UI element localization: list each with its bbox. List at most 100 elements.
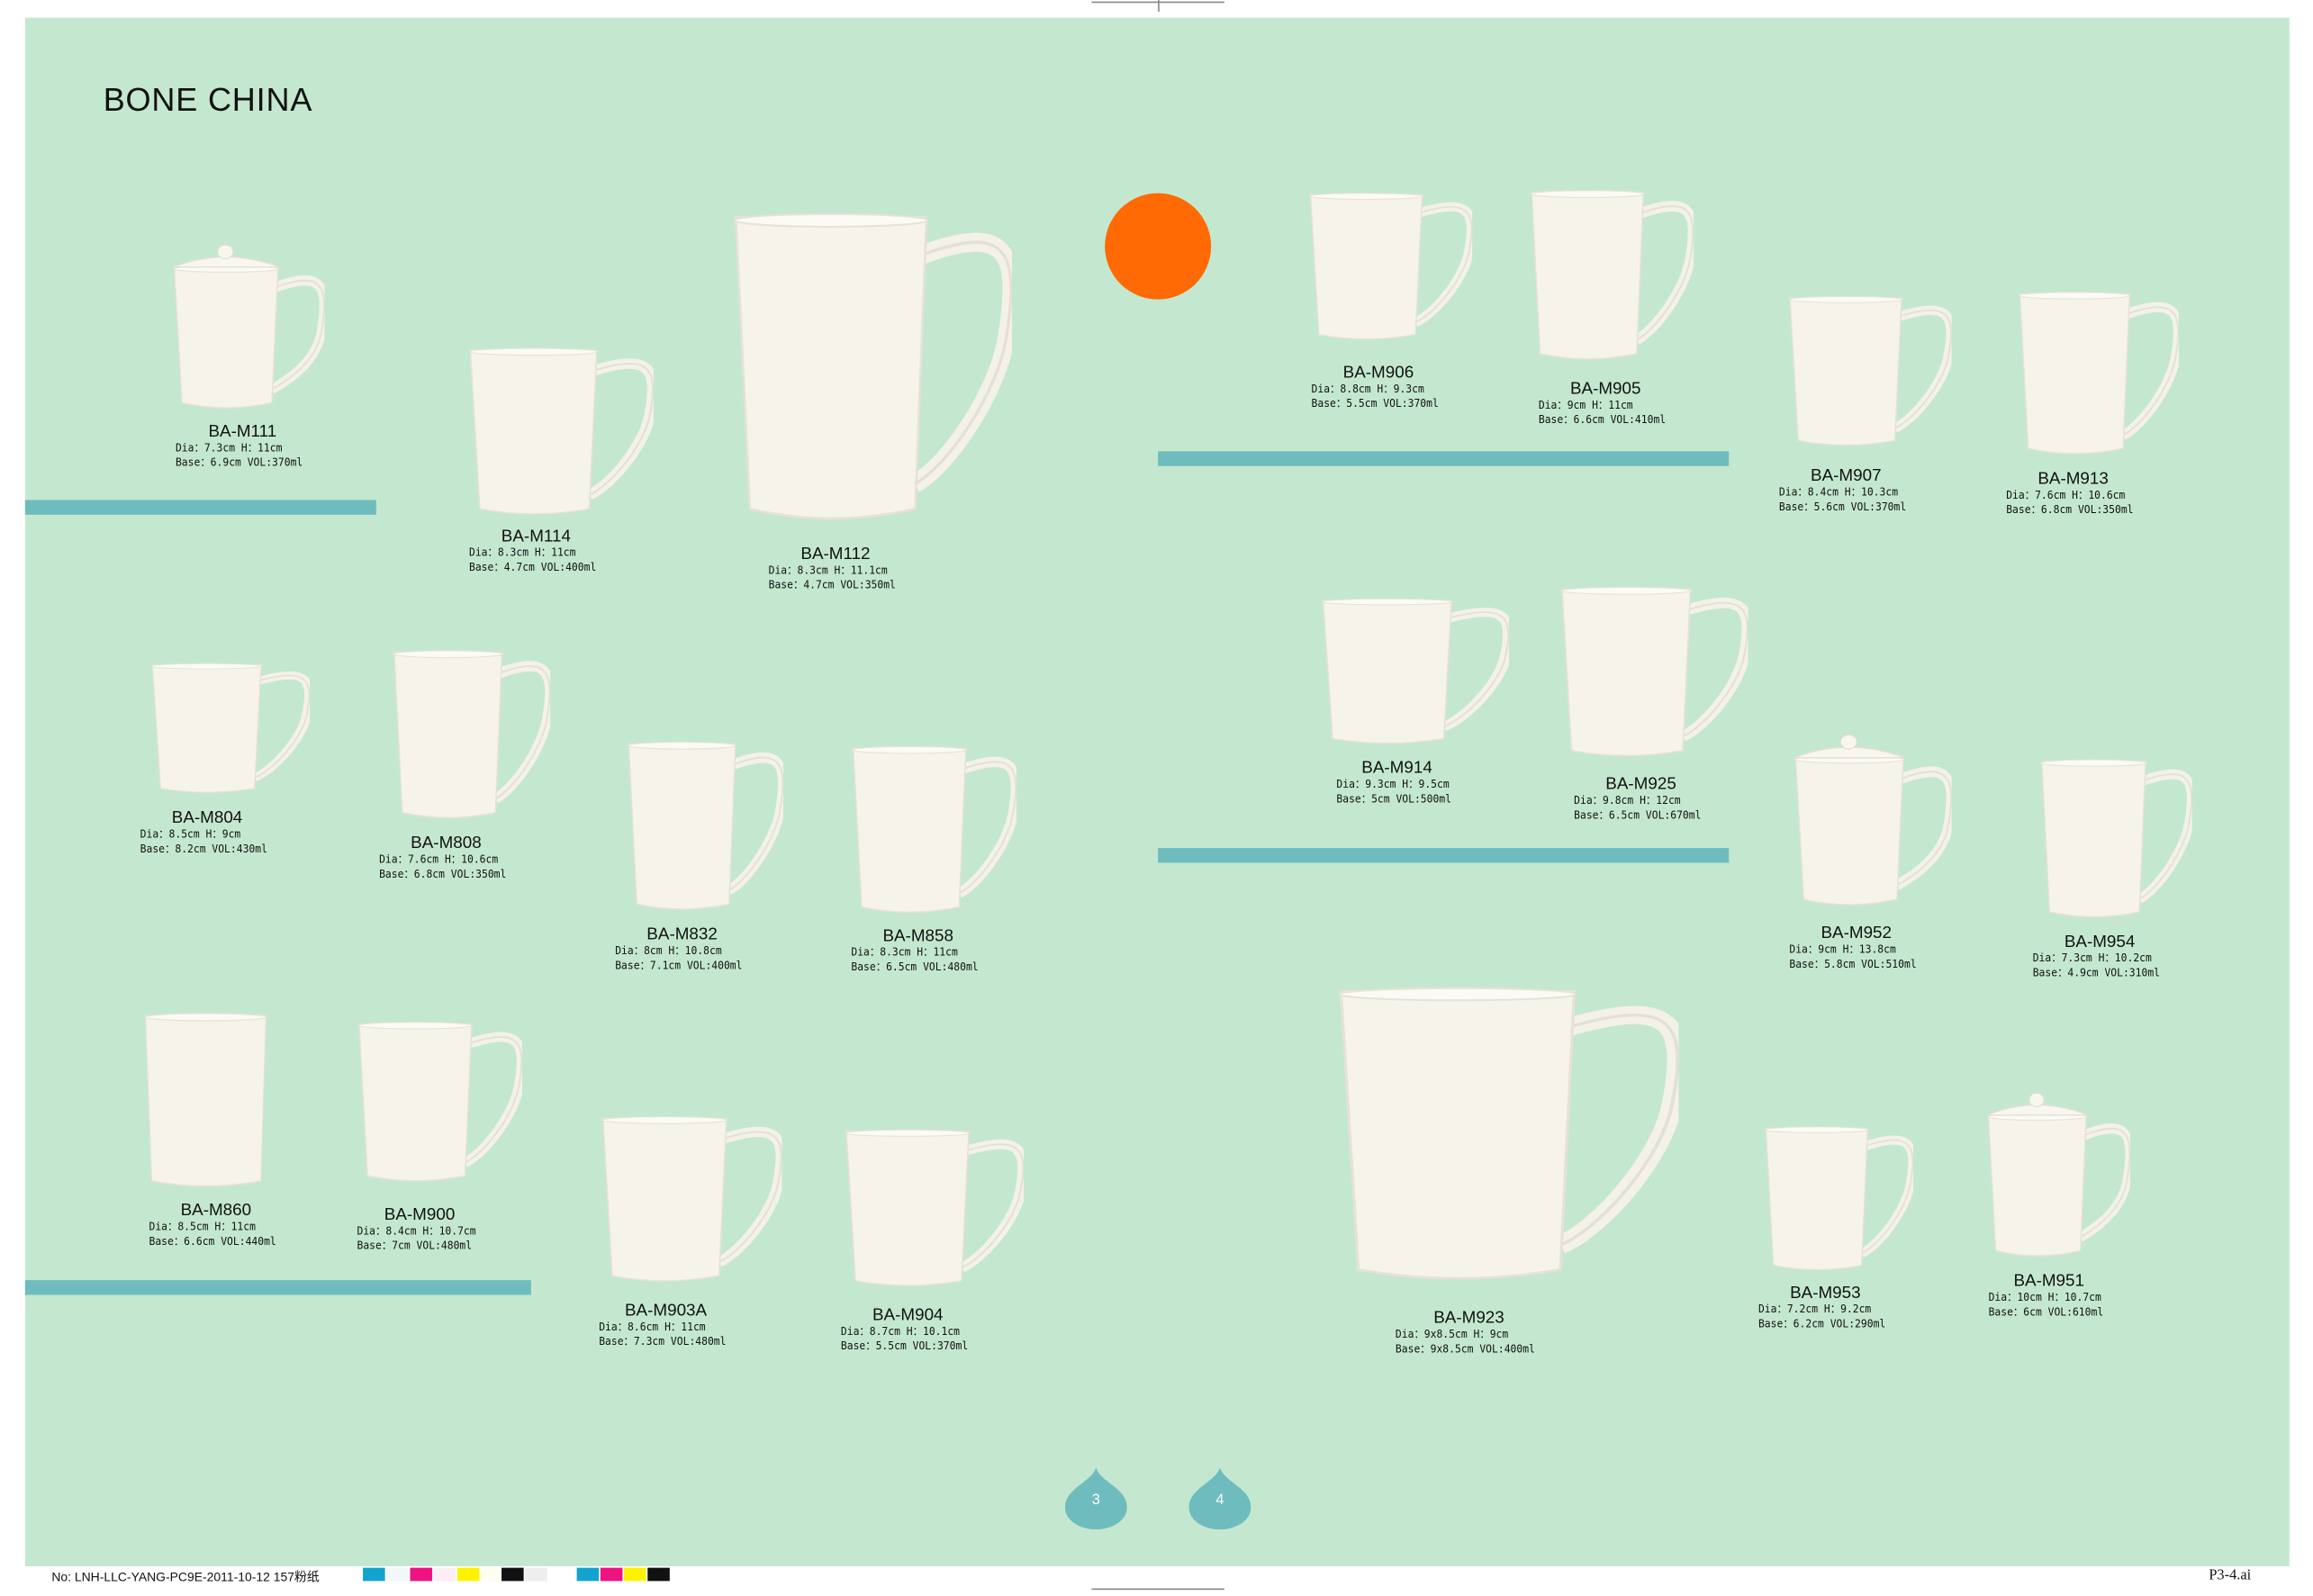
product-base-volume: Base：5.8cm VOL:510ml [1789,957,1917,971]
product-dimensions: Dia：7.3cm H：11cm [175,440,283,455]
product-base-volume: Base：5.5cm VOL:370ml [840,1339,969,1353]
product-code: BA-M904 [872,1306,944,1325]
page-number-badge: 3 [1064,1467,1127,1530]
product-base-volume: Base：4.7cm VOL:350ml [768,578,896,591]
product-code: BA-M903A [624,1302,708,1321]
product-base-volume: Base：6.6cm VOL:410ml [1538,412,1667,427]
mug-image [733,212,1012,520]
product-label: BA-M914 Dia：9.3cm H：9.5cm Base：5cm VOL:500… [1336,760,1457,807]
product-base-volume: Base：9x8.5cm VOL:400ml [1395,1341,1535,1356]
product-dimensions: Dia：8.4cm H：10.3cm [1778,485,1899,499]
product-label: BA-M923 Dia：9x8.5cm H：9cm Base：9x8.5cm VOL… [1396,1310,1542,1357]
product-base-volume: Base：6.5cm VOL:670ml [1574,807,1702,822]
product-base-volume: Base：6.8cm VOL:350ml [379,867,507,881]
product-dimensions: Dia：8.3cm H：11.1cm [768,563,888,577]
page-number: 3 [1091,1492,1100,1510]
product-label: BA-M954 Dia：7.3cm H：10.2cm Base：4.9cm VOL:… [2033,933,2167,980]
product-dimensions: Dia：8.5cm H：9cm [140,827,241,841]
product-label: BA-M858 Dia：8.3cm H：11cm Base：6.5cm VOL:48… [851,928,985,975]
mug-image [1764,1126,1914,1271]
product-dimensions: Dia：8cm H：10.8cm [615,943,722,958]
product-dimensions: Dia：9cm H：11cm [1538,398,1633,412]
mug-image [468,347,654,515]
color-swatch [433,1567,456,1582]
color-swatch [410,1567,433,1582]
product-base-volume: Base：5.6cm VOL:370ml [1778,500,1907,514]
mug-image [150,663,311,793]
product-base-volume: Base：6.2cm VOL:290ml [1757,1317,1886,1330]
product-label: BA-M906 Dia：8.8cm H：9.3cm Base：5.5cm VOL:3… [1312,365,1446,411]
mug-image [601,1115,782,1282]
product-label: BA-M114 Dia：8.3cm H：11cm Base：4.7cm VOL:40… [469,528,603,575]
color-swatch [456,1567,480,1582]
product-base-volume: Base：5.5cm VOL:370ml [1311,396,1439,410]
product-label: BA-M111 Dia：7.3cm H：11cm Base：6.9cm VOL:37… [176,423,310,470]
mug-image [2019,292,2179,455]
product-dimensions: Dia：8.3cm H：11cm [851,945,958,959]
product-code: BA-M900 [384,1206,456,1224]
product-dimensions: Dia：10cm H：10.7cm [1988,1290,2101,1304]
color-swatch [386,1567,409,1582]
product-dimensions: Dia：9x8.5cm H：9cm [1395,1327,1509,1341]
product-code: BA-M953 [1790,1285,1861,1303]
color-swatch [525,1567,547,1582]
product-label: BA-M913 Dia：7.6cm H：10.6cm Base：6.8cm VOL:… [2006,471,2140,518]
mug-image [627,741,783,910]
product-base-volume: Base：7.1cm VOL:400ml [615,958,743,972]
product-code: BA-M905 [1569,380,1641,399]
product-dimensions: Dia：9.8cm H：12cm [1574,793,1681,807]
product-base-volume: Base：5cm VOL:500ml [1336,791,1451,806]
product-code: BA-M913 [2037,470,2109,489]
mug-image [1338,987,1679,1280]
product-label: BA-M860 Dia：8.5cm H：11cm Base：6.6cm VOL:44… [149,1202,283,1249]
product-label: BA-M804 Dia：8.5cm H：9cm Base：8.2cm VOL:430… [140,809,275,856]
product-code: BA-M111 [208,423,277,441]
product-dimensions: Dia：8.5cm H：11cm [149,1219,256,1233]
color-swatch [548,1567,572,1582]
product-label: BA-M951 Dia：10cm H：10.7cm Base：6cm VOL:610… [1989,1273,2110,1320]
product-base-volume: Base：8.2cm VOL:430ml [140,842,267,856]
mug-image [1986,1092,2130,1257]
product-label: BA-M952 Dia：9cm H：13.8cm Base：5.8cm VOL:51… [1789,924,1923,971]
mug-image [2040,759,2192,918]
product-base-volume: Base：6.9cm VOL:370ml [175,455,303,470]
product-code: BA-M954 [2064,933,2136,951]
product-code: BA-M923 [1433,1309,1504,1328]
orange-circle-decoration [1105,193,1212,300]
color-swatch [363,1567,385,1582]
mug-image [852,745,1016,914]
product-dimensions: Dia：9cm H：13.8cm [1789,942,1896,956]
product-label: BA-M903A Dia：8.6cm H：11cm Base：7.3cm VOL:4… [599,1303,733,1349]
mug-image [393,650,551,819]
mug-image [144,1013,267,1187]
product-dimensions: Dia：9.3cm H：9.5cm [1336,777,1450,791]
mug-image [845,1129,1025,1286]
product-label: BA-M808 Dia：7.6cm H：10.6cm Base：6.8cm VOL:… [379,834,513,881]
divider-bar [24,500,376,515]
divider-bar [1158,451,1730,466]
product-code: BA-M808 [411,834,482,852]
color-swatch [576,1567,600,1582]
crop-mark [1158,0,1160,13]
product-base-volume: Base：4.9cm VOL:310ml [2032,966,2161,979]
crop-mark [1091,1588,1224,1590]
mug-image [1321,598,1510,744]
mug-image [1793,734,1952,906]
print-job-info: No: LNH-LLC-YANG-PC9E-2011-10-12 157粉纸 [51,1569,320,1584]
product-code: BA-M914 [1361,759,1432,778]
product-dimensions: Dia：8.3cm H：11cm [469,546,576,559]
product-label: BA-M112 Dia：8.3cm H：11.1cm Base：4.7cm VOL:… [769,546,903,592]
product-code: BA-M858 [882,927,953,946]
page-title: BONE CHINA [103,81,313,119]
product-label: BA-M904 Dia：8.7cm H：10.1cm Base：5.5cm VOL:… [841,1307,975,1354]
product-dimensions: Dia：8.4cm H：10.7cm [357,1223,476,1238]
color-swatch [501,1567,524,1582]
product-label: BA-M905 Dia：9cm H：11cm Base：6.6cm VOL:410m… [1539,381,1673,428]
product-label: BA-M953 Dia：7.2cm H：9.2cm Base：6.2cm VOL:2… [1758,1285,1893,1331]
product-base-volume: Base：7.3cm VOL:480ml [599,1334,727,1348]
product-code: BA-M112 [800,546,871,564]
product-dimensions: Dia：7.2cm H：9.2cm [1757,1302,1872,1316]
mug-image [1788,295,1952,446]
product-base-volume: Base：6cm VOL:610ml [1988,1304,2104,1319]
